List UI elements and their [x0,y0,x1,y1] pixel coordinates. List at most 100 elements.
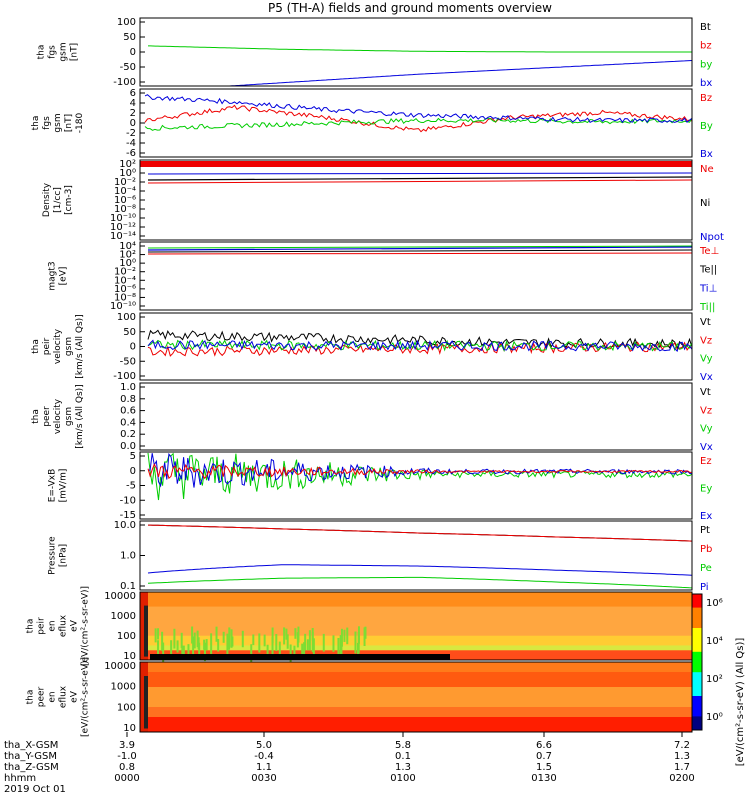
panel-2-ytick: -2 [126,128,136,139]
panel-2-ytick: 6 [130,88,136,99]
legend-Vz: Vz [700,405,712,416]
panel-7-ytick: 5 [130,451,136,462]
panel-8-ytick: 10.0 [114,520,136,531]
panel-3-ytick: 10⁻¹⁰ [110,213,136,224]
xaxis-row-label: tha_Y-GSM [4,751,57,762]
xaxis-value: 3.9 [119,740,135,751]
plot-title: P5 (TH-A) fields and ground moments over… [268,1,552,15]
xaxis-value: 1.3 [395,762,411,773]
panel-4-ytick: 10⁻⁴ [114,275,136,286]
panel-5-ytick: -100 [113,371,136,382]
panel-7-ytick: -10 [120,495,136,506]
xaxis-value: 0130 [531,773,556,784]
series-by [148,45,692,53]
legend-Ex: Ex [700,511,712,522]
xaxis-value: 6.6 [536,740,552,751]
panel-8-ytick: 1.0 [120,551,136,562]
panel-1-ytick: 0 [130,47,136,58]
panel-6-ytick: 1.0 [120,382,136,393]
panel-3-ytick: 10⁻¹⁴ [110,231,136,242]
panel-2-frame [139,88,693,158]
xaxis-value: 0.1 [395,751,411,762]
legend-Bz: Bz [700,93,712,104]
colorbar-tick: 10⁴ [706,636,723,647]
xaxis-value: 1.1 [256,762,272,773]
panel-4-frame [139,241,693,311]
panel-3-ylabel: Density[1/cc][cm-3] [42,182,74,217]
xaxis-value: 0.7 [536,751,552,762]
panel-3-ytick: 10⁻⁶ [114,195,136,206]
panel-3-ytick: 10² [119,159,136,170]
panel-4-ytick: 10⁻⁸ [114,292,136,303]
panel-5-ytick: -50 [120,356,136,367]
panel-5-ytick: 0 [130,342,136,353]
panel-8-ytick: 0.1 [120,581,136,592]
legend-Ti||: Ti|| [699,302,715,313]
panel-2-ytick: 2 [130,108,136,119]
legend-Vz: Vz [700,335,712,346]
legend-Ne: Ne [700,164,714,175]
panel-5: thapeirvelocitygsm[km/s (All Qs)] 100 50 0 -… [31,312,713,383]
panel-1-ylabel: thafgsgsm[nT] [37,42,80,61]
legend-bx: bx [700,78,712,89]
panel-10-ytick: 10000 [104,661,136,672]
legend-Vt: Vt [700,387,711,398]
xaxis-value: -0.4 [254,751,274,762]
panel-6-frame [139,382,693,451]
panel-2-ylabel: thafgsgsm[nT]-180 [31,113,85,134]
panel-6-ytick: 0.4 [120,417,136,428]
legend-Ey: Ey [700,484,712,495]
xaxis-value: -1.0 [117,751,137,762]
panel-4-ylabel: magt3[eV] [48,261,69,290]
legend-Vx: Vx [700,372,713,383]
colorbar-tick: 10² [706,674,723,685]
panels: thafgsgsm[nT]100500-50-100Btbzbybxthafgs… [26,17,747,766]
xaxis-value: 1.5 [536,762,552,773]
panel-6-ytick: 0.0 [120,441,136,452]
panel-7-frame [139,451,693,520]
xaxis-value: 5.8 [395,740,411,751]
panel-9-ytick: 10000 [104,591,136,602]
series-Vt [147,329,693,350]
x-axis-table: tha_X-GSM 3.9 5.0 5.8 6.6 7.2 tha_Y-GSM -1.0 -0.… [4,732,695,795]
panel-9-ylabel: thapeirenefluxeV[eV/(cm²-s-sr-eV)] [26,586,91,666]
panel-4-ytick: 10⁻¹⁰ [110,301,136,312]
panel-5-ytick: 100 [117,312,136,323]
xaxis-value: 1.3 [674,751,690,762]
xaxis-row-label: hhmm [4,773,36,784]
xaxis-value: 0030 [251,773,276,784]
legend-Pe: Pe [700,563,712,574]
panel-7-ytick: -15 [120,510,136,521]
legend-Te||: Te|| [699,265,717,276]
colorbar-label: [eV/(cm²-s-sr-eV) (All Qs)] [735,638,746,767]
series-Egreen [147,452,693,501]
series-By [144,117,693,131]
panel-3-ytick: 10⁰ [119,168,136,179]
panel-6-ytick: 0.6 [120,406,136,417]
legend-Ez: Ez [700,456,712,467]
panel-1-ytick: -100 [113,77,136,88]
panel-2-ytick: 4 [130,98,136,109]
colorbar-tick: 10⁰ [706,712,723,723]
series-Pe [147,576,693,589]
panel-5-frame [139,312,693,381]
legend-Bx: Bx [700,149,713,160]
panel-7-ylabel: E=-VxB[mV/m] [48,469,69,503]
legend-Vx: Vx [700,442,713,453]
panel-7-ytick: -5 [126,481,136,492]
colorbar: 10⁶ 10⁴ 10² 10⁰ [eV/(cm²-s-sr-eV) (All Qs)] [691,593,746,767]
panel-1-ytick: -50 [120,62,136,73]
legend-Vy: Vy [700,354,713,365]
panel-9: thapeirenefluxeV[eV/(cm²-s-sr-eV)] 10000 1… [26,586,693,666]
panel-4-ytick: 10² [119,250,136,261]
legend-Pt: Pt [700,525,710,536]
panel-1-ytick: 100 [117,17,136,28]
series-bx [148,60,693,87]
series-Pi [147,564,693,576]
panel-3: Density[1/cc][cm-3]10²10⁰10⁻²10⁻⁴10⁻⁶10⁻… [42,159,724,243]
panel-2-ytick: 0 [130,118,136,129]
panel-5-ylabel: thapeirvelocitygsm[km/s (All Qs)] [31,314,85,378]
panel-4-ytick: 10⁰ [119,258,136,269]
panel-1: thafgsgsm[nT] 100 50 0 -50 -100 Bt bz by bx [37,17,713,89]
